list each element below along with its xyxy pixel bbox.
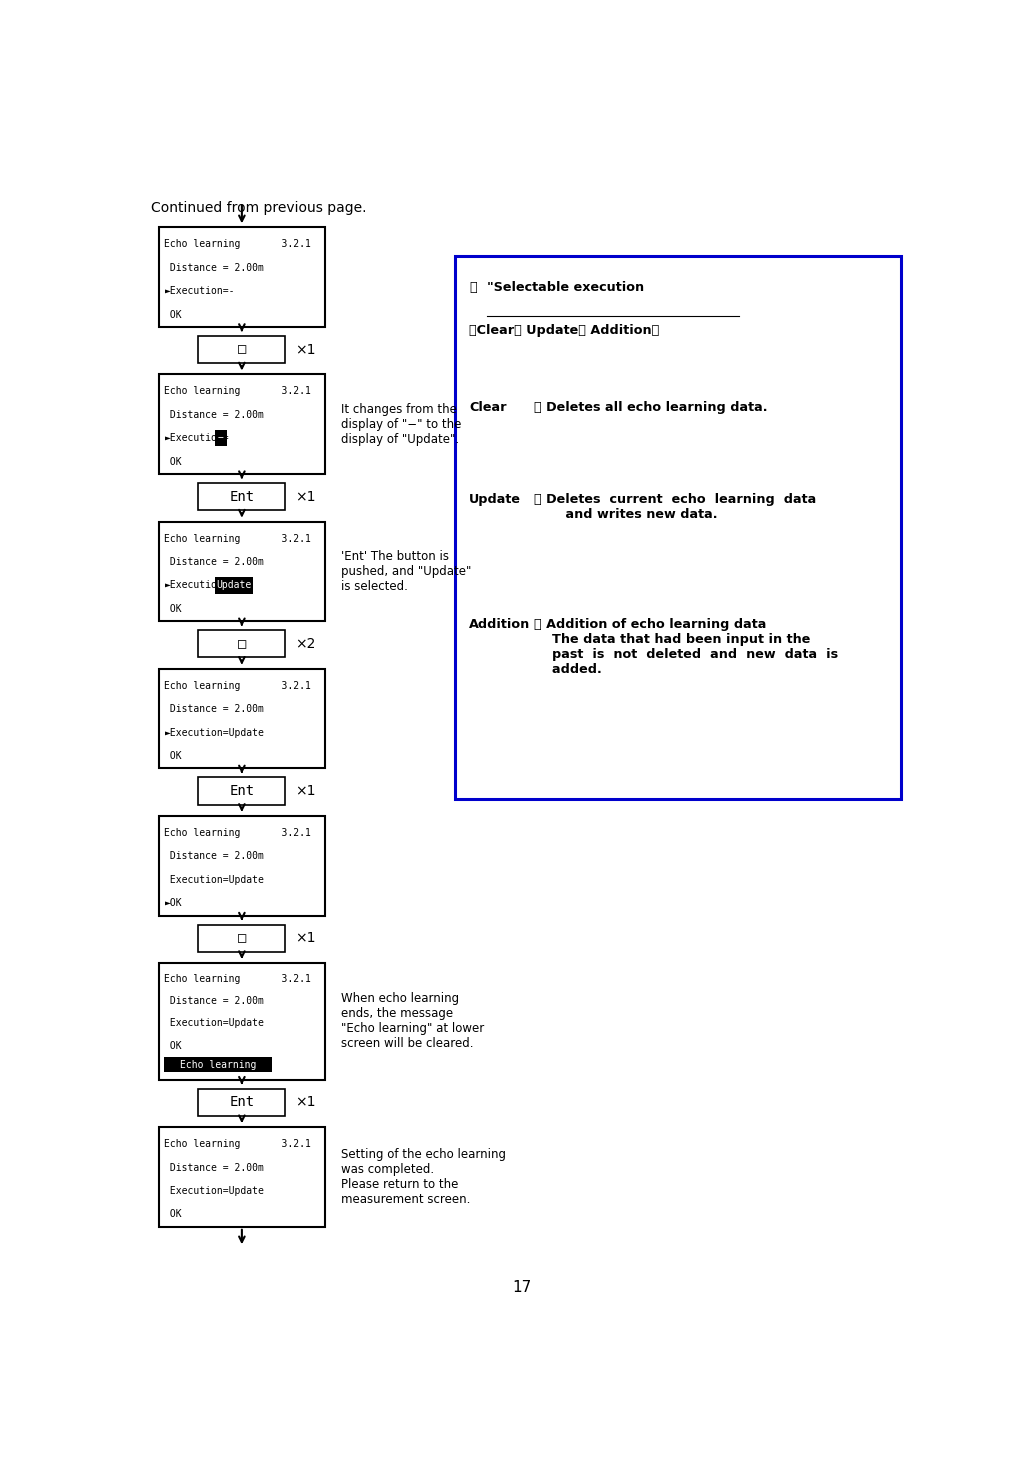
Text: ） Deletes all echo learning data.: ） Deletes all echo learning data. (534, 400, 767, 413)
Text: 17: 17 (513, 1280, 532, 1295)
Text: Execution=Update: Execution=Update (164, 1186, 264, 1197)
Text: ►Execution=: ►Execution= (164, 581, 229, 591)
Text: ×1: ×1 (296, 343, 316, 357)
Text: Continued from previous page.: Continued from previous page. (151, 201, 367, 215)
Text: ×1: ×1 (296, 490, 316, 504)
Text: Echo learning       3.2.1: Echo learning 3.2.1 (164, 975, 312, 983)
Text: ×1: ×1 (296, 784, 316, 798)
Text: OK: OK (164, 604, 182, 614)
Bar (199, 631, 285, 657)
Text: ►Execution=-: ►Execution=- (164, 287, 235, 295)
Text: □: □ (237, 931, 246, 945)
Bar (159, 228, 325, 326)
Bar (199, 925, 285, 951)
Text: ►OK: ►OK (164, 898, 182, 908)
Text: OK: OK (164, 457, 182, 466)
Text: Distance = 2.00m: Distance = 2.00m (164, 1163, 264, 1173)
Text: OK: OK (164, 310, 182, 319)
Bar (159, 669, 325, 769)
Text: OK: OK (164, 751, 182, 761)
Bar (199, 1089, 285, 1116)
Bar (199, 484, 285, 510)
Text: Ent: Ent (229, 1095, 255, 1110)
Text: Distance = 2.00m: Distance = 2.00m (164, 410, 264, 420)
Text: Setting of the echo learning
was completed.
Please return to the
measurement scr: Setting of the echo learning was complet… (340, 1148, 505, 1205)
Text: ） Addition of echo learning data
    The data that had been input in the
    pas: ） Addition of echo learning data The dat… (534, 617, 839, 676)
Bar (159, 375, 325, 475)
Text: Ent: Ent (229, 784, 255, 798)
Bar (215, 431, 226, 447)
Text: Distance = 2.00m: Distance = 2.00m (164, 557, 264, 567)
Text: Echo learning       3.2.1: Echo learning 3.2.1 (164, 534, 312, 544)
Text: Distance = 2.00m: Distance = 2.00m (164, 997, 264, 1007)
Bar (199, 778, 285, 804)
Text: ×1: ×1 (296, 1095, 316, 1110)
Text: Ent: Ent (229, 490, 255, 504)
Text: ×1: ×1 (296, 931, 316, 945)
Bar (164, 1057, 272, 1072)
Text: Echo learning       3.2.1: Echo learning 3.2.1 (164, 828, 312, 838)
Text: 'Ent' The button is
pushed, and "Update"
is selected.: 'Ent' The button is pushed, and "Update"… (340, 550, 471, 592)
Text: Distance = 2.00m: Distance = 2.00m (164, 851, 264, 861)
Text: −: − (218, 434, 224, 444)
Text: Distance = 2.00m: Distance = 2.00m (164, 704, 264, 714)
Text: Execution=Update: Execution=Update (164, 875, 264, 885)
Text: Echo learning       3.2.1: Echo learning 3.2.1 (164, 681, 312, 691)
Bar (159, 1127, 325, 1227)
Text: Update: Update (216, 581, 252, 591)
Text: □: □ (237, 343, 246, 357)
Bar (159, 522, 325, 622)
Text: "Selectable execution: "Selectable execution (487, 281, 644, 294)
Text: ×2: ×2 (296, 637, 316, 651)
Bar (199, 337, 285, 363)
Text: Echo learning       3.2.1: Echo learning 3.2.1 (164, 240, 312, 250)
Text: Clear: Clear (470, 400, 506, 413)
Text: ►Execution=Update: ►Execution=Update (164, 728, 264, 738)
Text: OK: OK (164, 1210, 182, 1220)
Text: ） Deletes  current  echo  learning  data
       and writes new data.: ） Deletes current echo learning data and… (534, 494, 816, 522)
Text: When echo learning
ends, the message
"Echo learning" at lower
screen will be cle: When echo learning ends, the message "Ec… (340, 992, 484, 1051)
Bar (159, 816, 325, 916)
Text: □: □ (237, 637, 246, 651)
Text: ►Execution=: ►Execution= (164, 434, 229, 444)
Bar (455, 256, 901, 800)
Text: Echo learning       3.2.1: Echo learning 3.2.1 (164, 1139, 312, 1150)
Text: It changes from the
display of "−" to the
display of "Update".: It changes from the display of "−" to th… (340, 403, 461, 445)
Text: Distance = 2.00m: Distance = 2.00m (164, 263, 264, 272)
Text: Addition: Addition (470, 617, 531, 631)
Text: ・: ・ (470, 281, 477, 294)
Bar (159, 963, 325, 1079)
Text: OK: OK (164, 1041, 182, 1051)
Text: Echo learning: Echo learning (180, 1060, 257, 1070)
Text: Clear） Update） Addition）: Clear） Update） Addition） (470, 323, 659, 337)
Text: Execution=Update: Execution=Update (164, 1019, 264, 1029)
Text: Echo learning       3.2.1: Echo learning 3.2.1 (164, 387, 312, 397)
Bar (215, 578, 253, 594)
Text: Update: Update (470, 494, 522, 506)
